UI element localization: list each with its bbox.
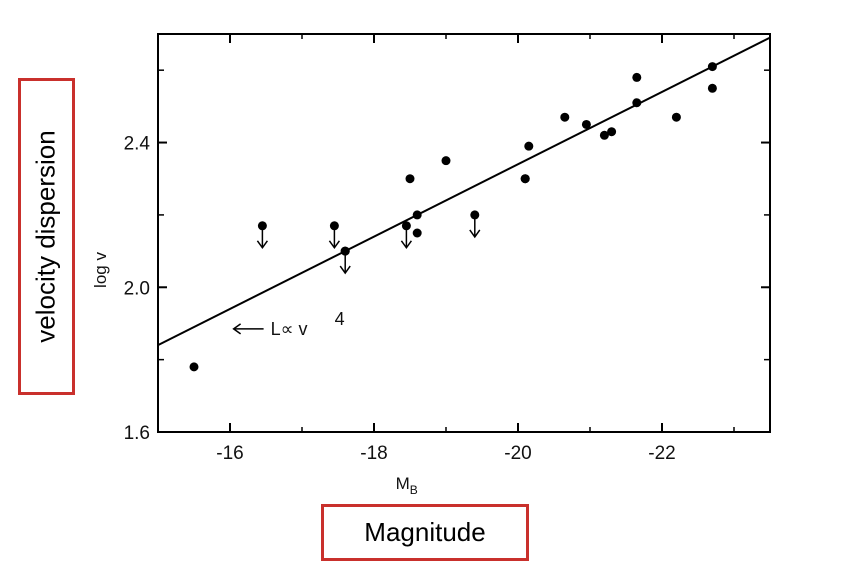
upper-limit-arrow-head [469, 229, 481, 239]
data-point [607, 127, 617, 137]
upper-limit-dot [401, 221, 411, 231]
data-point [707, 83, 717, 93]
upper-limit-dot [340, 246, 350, 256]
upper-limit-dot [257, 221, 267, 231]
x-axis-title-sub: B [410, 483, 418, 497]
upper-limit-dot [329, 221, 339, 231]
upper-limit-point [328, 221, 341, 250]
x-tick-label: -18 [360, 443, 387, 464]
upper-limit-point [400, 221, 413, 250]
x-tick-label: -16 [216, 443, 243, 464]
x-label-box: Magnitude [321, 504, 529, 561]
data-point [599, 130, 609, 140]
x-axis-title: MB [396, 474, 418, 497]
data-point [581, 119, 591, 129]
data-point [520, 174, 530, 184]
y-axis-title: log v [91, 252, 110, 288]
y-tick-label: 1.6 [124, 423, 150, 444]
data-point [707, 62, 717, 72]
data-point [405, 174, 415, 184]
data-point [524, 141, 534, 151]
data-point [560, 112, 570, 122]
upper-limit-arrow-head [400, 240, 413, 250]
annotation-arrow-head [232, 323, 242, 335]
y-label-box-text: velocity dispersion [31, 130, 61, 343]
x-axis-title-main: M [396, 474, 410, 493]
plot-frame [157, 33, 771, 433]
upper-limit-points [256, 210, 481, 275]
upper-limit-point [339, 246, 351, 275]
data-point [441, 156, 451, 166]
fit-line [157, 36, 771, 347]
upper-limit-point [256, 221, 269, 250]
data-point [412, 228, 422, 238]
upper-limit-arrow-head [339, 265, 351, 275]
data-point [189, 362, 199, 372]
data-point [412, 210, 422, 220]
data-point [671, 112, 681, 122]
x-tick-label: -22 [648, 443, 675, 464]
data-point [632, 98, 642, 108]
x-label-box-text: Magnitude [364, 517, 486, 547]
upper-limit-arrow-head [256, 240, 269, 250]
tick-labels: -16 -18 -20 -22 1.6 2.0 2.4 [124, 134, 676, 464]
y-tick-label: 2.4 [124, 134, 151, 155]
data-points [189, 62, 717, 372]
upper-limit-arrow-head [328, 240, 341, 250]
annotation-l-prop-v4: L∝ v 4 [232, 309, 345, 339]
annotation-text: L∝ v [271, 319, 308, 339]
upper-limit-point [469, 210, 481, 239]
y-label-box: velocity dispersion [18, 78, 75, 395]
axis-ticks [157, 34, 770, 433]
upper-limit-dot [470, 210, 480, 220]
x-tick-label: -20 [504, 443, 531, 464]
data-point [632, 72, 642, 82]
y-tick-label: 2.0 [124, 278, 150, 299]
annotation-superscript: 4 [335, 309, 345, 329]
